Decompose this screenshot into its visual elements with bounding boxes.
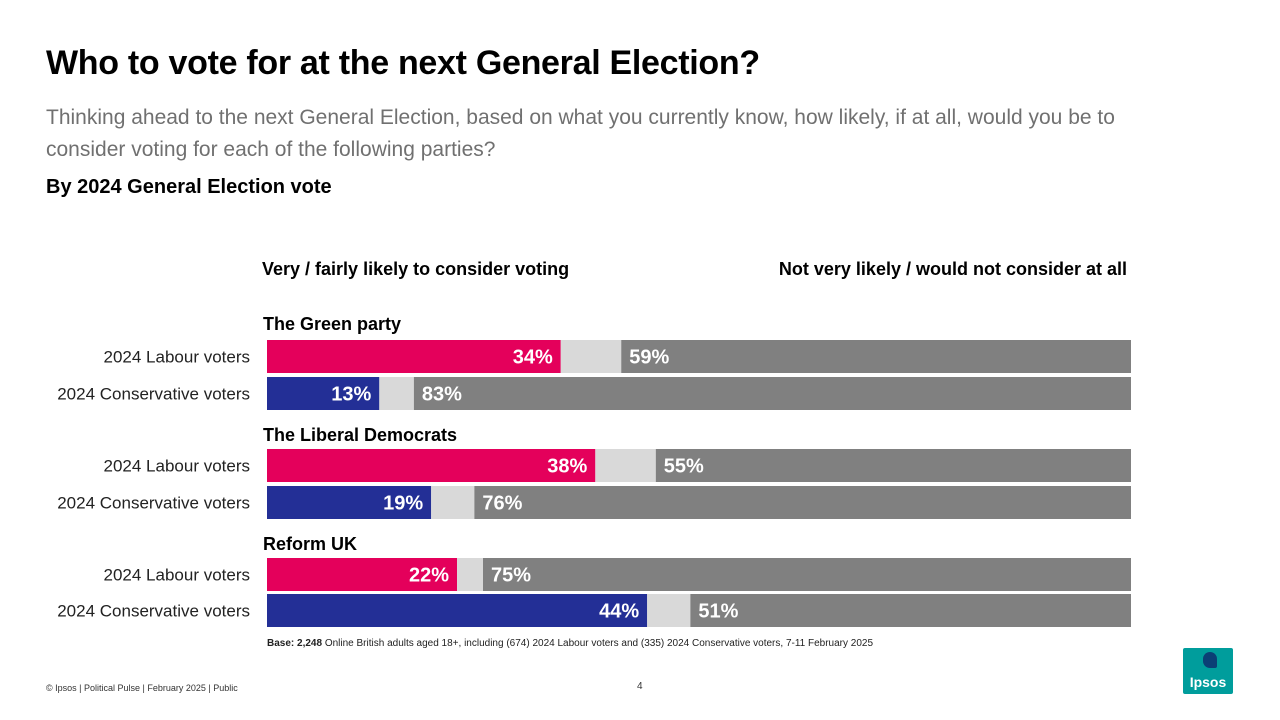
bar-likely-label: 34% xyxy=(513,347,553,369)
bar-neither xyxy=(379,377,414,410)
bar-likely xyxy=(267,486,432,519)
bar-not-likely-label: 59% xyxy=(629,347,669,369)
page-title: Who to vote for at the next General Elec… xyxy=(46,44,760,82)
column-header-not-likely: Not very likely / would not consider at … xyxy=(778,259,1127,279)
group-title: The Green party xyxy=(263,314,401,334)
logo-text: Ipsos xyxy=(1189,674,1227,690)
bar-likely xyxy=(267,340,561,373)
bar-not-likely-label: 83% xyxy=(422,384,462,406)
logo-mark-icon xyxy=(1203,652,1217,668)
row-label: 2024 Labour voters xyxy=(104,457,251,476)
ipsos-logo: Ipsos xyxy=(1183,648,1233,694)
section-heading: By 2024 General Election vote xyxy=(46,176,332,198)
bar-not-likely xyxy=(483,558,1131,591)
bar-likely xyxy=(267,558,458,591)
bar-not-likely-label: 75% xyxy=(491,565,531,587)
bar-likely-label: 22% xyxy=(409,565,449,587)
bar-not-likely-label: 51% xyxy=(698,601,738,623)
row-label: 2024 Conservative voters xyxy=(57,602,250,621)
bar-likely-label: 19% xyxy=(383,493,423,515)
base-label: Base: 2,248 xyxy=(267,638,323,649)
bar-not-likely xyxy=(621,340,1131,373)
bar-not-likely xyxy=(655,449,1131,482)
bar-neither xyxy=(595,449,656,482)
bar-likely-label: 38% xyxy=(547,456,587,478)
bar-likely xyxy=(267,594,648,627)
group-title: The Liberal Democrats xyxy=(263,425,457,445)
bar-neither xyxy=(560,340,622,373)
bar-neither xyxy=(457,558,483,591)
bar-not-likely-label: 76% xyxy=(482,493,522,515)
bar-not-likely xyxy=(690,594,1131,627)
bar-likely xyxy=(267,449,596,482)
page-subtitle: Thinking ahead to the next General Elect… xyxy=(46,106,1115,161)
column-header-likely: Very / fairly likely to consider voting xyxy=(262,259,570,279)
bar-not-likely xyxy=(413,377,1131,410)
page-number: 4 xyxy=(637,681,643,692)
row-label: 2024 Labour voters xyxy=(104,348,251,367)
bar-not-likely xyxy=(474,486,1131,519)
group-title: Reform UK xyxy=(263,534,357,554)
bar-neither xyxy=(647,594,691,627)
footer-text: © Ipsos | Political Pulse | February 202… xyxy=(46,683,238,693)
row-label: 2024 Labour voters xyxy=(104,566,251,585)
bar-not-likely-label: 55% xyxy=(664,456,704,478)
bar-likely-label: 13% xyxy=(331,384,371,406)
bar-likely xyxy=(267,377,380,410)
base-note: Base: 2,248 Online British adults aged 1… xyxy=(267,638,873,649)
bar-likely-label: 44% xyxy=(599,601,639,623)
bar-neither xyxy=(431,486,475,519)
base-text: Online British adults aged 18+, includin… xyxy=(324,638,874,649)
row-label: 2024 Conservative voters xyxy=(57,494,250,513)
row-label: 2024 Conservative voters xyxy=(57,385,250,404)
